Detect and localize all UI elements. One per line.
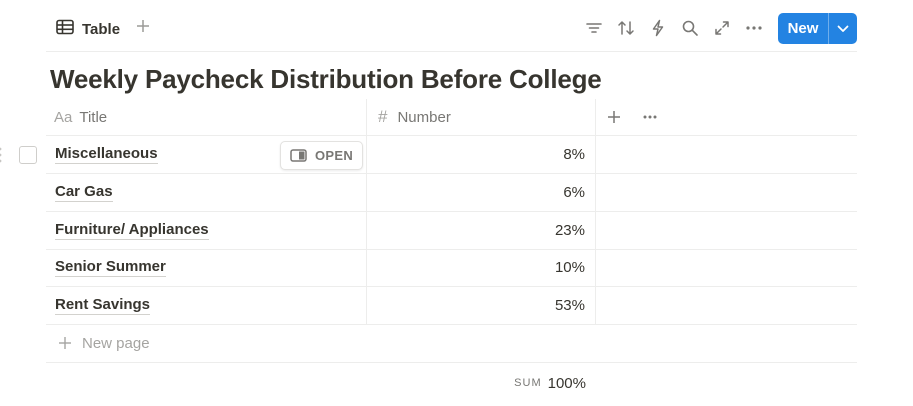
tab-table[interactable]: Table: [56, 17, 120, 41]
database-title[interactable]: Weekly Paycheck Distribution Before Coll…: [50, 64, 602, 94]
table-row[interactable]: Rent Savings 53%: [46, 287, 857, 325]
row-number-cell[interactable]: 10%: [554, 259, 585, 276]
new-button[interactable]: New: [778, 13, 857, 44]
more-icon: [746, 26, 762, 30]
row-title-cell[interactable]: Rent Savings: [55, 287, 151, 324]
row-title-cell[interactable]: Senior Summer: [55, 249, 166, 286]
row-number-cell[interactable]: 53%: [554, 297, 585, 314]
row-title: Rent Savings: [55, 296, 151, 315]
row-title: Miscellaneous: [55, 145, 158, 164]
open-page-label: OPEN: [314, 148, 354, 163]
row-title-cell[interactable]: Car Gas: [55, 174, 113, 211]
row-title: Senior Summer: [55, 258, 166, 277]
text-type-icon: Aa: [54, 108, 73, 126]
add-property-button[interactable]: [604, 107, 624, 127]
expand-icon: [715, 21, 729, 35]
row-title: Car Gas: [55, 183, 113, 202]
filter-icon: [586, 23, 602, 33]
row-number-cell[interactable]: 23%: [554, 222, 585, 239]
column-header-title[interactable]: Aa Title: [54, 99, 107, 135]
table-header: Aa Title # Number: [46, 99, 857, 136]
column-header-number[interactable]: # Number: [378, 99, 451, 135]
row-title: Furniture/ Appliances: [55, 221, 209, 240]
filter-button[interactable]: [584, 18, 604, 38]
table-icon: [56, 19, 74, 40]
more-options-button[interactable]: [744, 18, 764, 38]
plus-icon: [137, 20, 149, 32]
plus-icon: [59, 337, 71, 349]
number-type-icon: #: [378, 107, 388, 126]
database-toolbar: Table New: [0, 0, 913, 52]
plus-icon: [608, 111, 620, 123]
sum-calculation[interactable]: SUM 100%: [446, 363, 586, 403]
automation-button[interactable]: [648, 18, 668, 38]
sum-value: 100%: [547, 374, 586, 392]
sort-icon: [618, 21, 634, 35]
table-row[interactable]: Senior Summer 10%: [46, 249, 857, 287]
add-view-button[interactable]: [135, 18, 153, 38]
table-row[interactable]: Furniture/ Appliances 23%: [46, 212, 857, 250]
search-icon: [682, 20, 698, 36]
column-header-title-label: Title: [79, 108, 108, 126]
tab-table-label: Table: [82, 20, 121, 38]
table-row[interactable]: Miscellaneous OPEN 8%: [46, 136, 857, 174]
row-number-cell[interactable]: 8%: [563, 146, 585, 163]
lightning-icon: [652, 19, 664, 37]
chevron-down-icon: [837, 25, 849, 32]
expand-button[interactable]: [712, 18, 732, 38]
toolbar-divider: [46, 51, 857, 52]
more-icon: [643, 115, 657, 119]
new-button-label: New: [787, 20, 819, 37]
search-button[interactable]: [680, 18, 700, 38]
row-number-cell[interactable]: 6%: [563, 184, 585, 201]
sort-button[interactable]: [616, 18, 636, 38]
side-peek-icon: [290, 149, 307, 162]
column-more-button[interactable]: [640, 107, 660, 127]
new-page-label: New page: [82, 334, 150, 352]
drag-handle-icon[interactable]: [0, 146, 6, 164]
new-page-button[interactable]: New page: [46, 324, 857, 363]
column-header-number-label: Number: [397, 108, 451, 126]
table-row[interactable]: Car Gas 6%: [46, 174, 857, 212]
sum-label: SUM: [514, 377, 542, 389]
new-dropdown-button[interactable]: [829, 13, 857, 44]
open-page-button[interactable]: OPEN: [280, 141, 363, 170]
new-button-divider: [828, 13, 829, 44]
row-title-cell[interactable]: Furniture/ Appliances: [55, 212, 209, 249]
row-title-cell[interactable]: Miscellaneous: [55, 136, 158, 173]
row-checkbox[interactable]: [19, 146, 37, 164]
